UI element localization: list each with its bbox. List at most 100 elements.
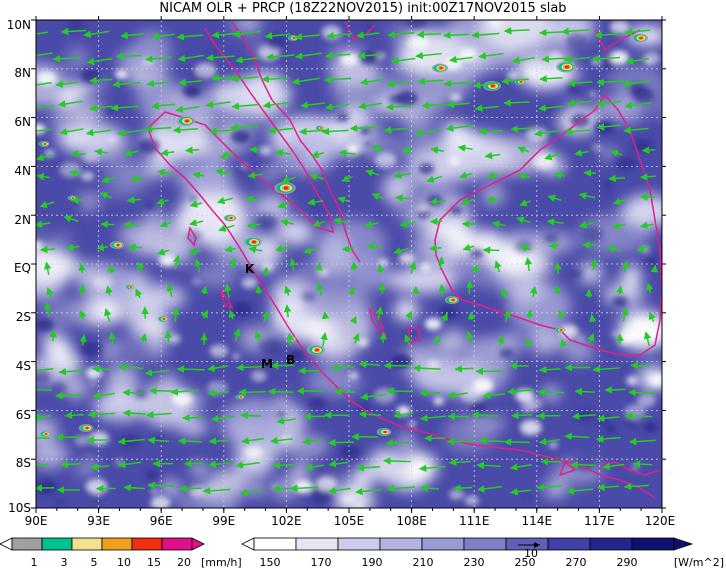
- wind-vector: [584, 288, 593, 298]
- wind-vector: [88, 104, 113, 112]
- wind-vector: [395, 194, 411, 202]
- wind-vector: [516, 216, 531, 224]
- lon-label: 120E: [645, 514, 676, 528]
- wind-vector: [304, 463, 325, 471]
- wind-vector: [220, 151, 234, 159]
- lat-label: 6S: [16, 408, 31, 422]
- wind-vector: [324, 51, 351, 60]
- wind-vector: [563, 55, 591, 64]
- wind-vector: [500, 287, 508, 299]
- cloud-detail: [208, 51, 215, 56]
- wind-vector: [602, 462, 625, 470]
- wind-vector: [349, 124, 379, 132]
- wind-vector: [147, 436, 170, 445]
- wind-vector: [79, 309, 87, 320]
- wind-vector: [247, 171, 263, 179]
- wind-vector: [459, 171, 472, 179]
- wind-vector: [63, 215, 79, 223]
- precip-tick: 15: [147, 556, 161, 569]
- wind-vector: [414, 129, 441, 137]
- cloud-patch: [440, 330, 467, 351]
- wind-vector: [409, 261, 417, 274]
- wind-vector: [185, 146, 200, 154]
- cloud-patch: [368, 448, 401, 483]
- wind-vector: [49, 329, 57, 342]
- wind-vector: [328, 460, 349, 468]
- wind-vector: [240, 411, 262, 420]
- wind-vector: [355, 487, 382, 496]
- wind-vector: [536, 483, 562, 492]
- cloud-patch: [509, 279, 546, 303]
- wind-vector: [39, 200, 55, 209]
- wind-vector: [337, 196, 349, 204]
- wind-vector: [108, 331, 116, 345]
- precip-cell: [38, 141, 50, 147]
- wind-vector: [561, 27, 590, 36]
- wind-vector: [579, 220, 594, 229]
- cloud-patch: [65, 45, 90, 73]
- cloud-detail: [364, 24, 372, 30]
- wind-vector: [608, 174, 625, 183]
- cloud-detail: [232, 354, 240, 359]
- lat-label: 10N: [7, 18, 31, 32]
- wind-vector: [387, 30, 415, 39]
- wind-vector: [476, 485, 503, 493]
- wind-vector: [554, 262, 562, 275]
- olr-tick: 250: [515, 556, 536, 569]
- wind-vector: [207, 364, 229, 372]
- lon-label: 99E: [212, 514, 235, 528]
- cloud-detail: [353, 152, 368, 163]
- wind-vector: [228, 309, 236, 320]
- cloud-detail: [649, 373, 662, 387]
- wind-vector: [524, 257, 533, 272]
- wind-vector: [437, 256, 445, 270]
- wind-vector: [412, 364, 441, 372]
- cloud-detail: [82, 151, 100, 164]
- wind-vector: [454, 365, 474, 373]
- wind-vector: [613, 197, 626, 205]
- wind-vector: [286, 332, 294, 346]
- wind-vector: [350, 261, 359, 272]
- cloud-patch: [270, 146, 310, 175]
- cloud-patch: [399, 434, 414, 446]
- wind-vector: [327, 438, 354, 447]
- cloud-detail: [339, 444, 360, 460]
- wind-vector: [229, 257, 237, 271]
- wind-vector: [510, 125, 535, 133]
- wind-vector: [393, 247, 409, 255]
- wind-vector: [264, 32, 291, 40]
- cloud-detail: [603, 188, 611, 194]
- wind-vector: [596, 123, 621, 131]
- wind-vector: [86, 57, 113, 66]
- cloud-detail: [89, 431, 109, 446]
- olr-colorbar-right-arrow: [673, 537, 694, 551]
- precip-cell: [177, 116, 195, 126]
- wind-vector: [122, 388, 143, 397]
- wind-vector: [215, 168, 232, 176]
- cloud-detail: [93, 495, 103, 502]
- cloud-patch: [75, 192, 102, 210]
- cloud-detail: [315, 476, 337, 492]
- wind-vector: [447, 412, 469, 421]
- olr-tick: 290: [617, 556, 638, 569]
- cloud-patch: [531, 344, 556, 355]
- wind-vector: [615, 285, 624, 295]
- cloud-detail: [251, 370, 267, 382]
- wind-vector: [352, 332, 360, 344]
- wind-vector: [208, 437, 229, 445]
- wind-vector: [511, 56, 535, 65]
- wind-vector: [177, 54, 205, 63]
- olr-tick: 270: [566, 556, 587, 569]
- wind-vector: [232, 30, 261, 38]
- wind-vector: [357, 51, 382, 60]
- cloud-detail: [592, 144, 602, 151]
- cloud-patch: [72, 103, 101, 123]
- cloud-patch: [353, 466, 372, 488]
- wind-vector: [371, 193, 384, 201]
- wind-vector: [189, 219, 204, 227]
- cloud-detail: [631, 464, 639, 471]
- wind-vector: [172, 307, 180, 322]
- wind-vector: [525, 309, 533, 319]
- wind-vector: [172, 126, 199, 134]
- wind-vector: [303, 246, 320, 255]
